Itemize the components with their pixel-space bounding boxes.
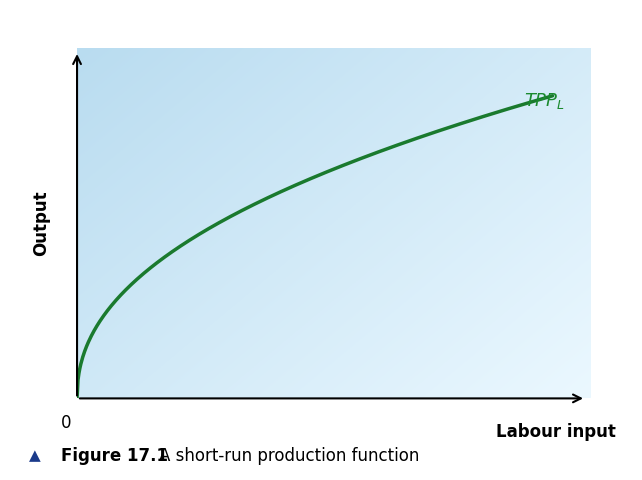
Text: ▲: ▲ — [30, 448, 41, 464]
Text: Labour input: Labour input — [496, 423, 616, 441]
Text: 0: 0 — [62, 414, 72, 432]
Text: Figure 17.1: Figure 17.1 — [61, 447, 168, 465]
Text: A short-run production function: A short-run production function — [159, 447, 420, 465]
Text: Output: Output — [32, 191, 50, 256]
Text: $\mathit{TPP}_\mathit{L}$: $\mathit{TPP}_\mathit{L}$ — [524, 91, 565, 111]
